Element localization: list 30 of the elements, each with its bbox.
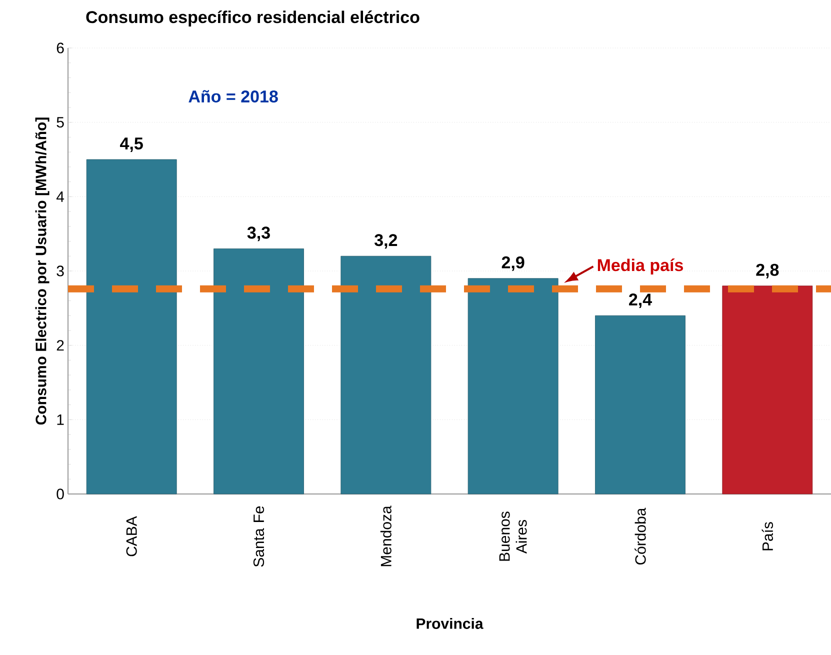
data-label: 2,4 <box>629 294 652 308</box>
x-axis-title: Provincia <box>416 618 484 629</box>
bar <box>340 256 432 494</box>
x-tick-label: Santa Fe <box>253 506 264 567</box>
x-tick-label: País <box>762 522 773 550</box>
x-tick-label: Mendoza <box>380 506 392 566</box>
y-tick-label: 6 <box>56 42 64 54</box>
x-tick-label: Córdoba <box>634 508 646 565</box>
y-tick-label: 0 <box>56 488 64 500</box>
bar <box>468 278 558 494</box>
data-label: 3,3 <box>247 226 270 242</box>
annotation: Año = 2018 <box>188 90 278 103</box>
x-tick-label: Buenos Aires <box>499 512 527 561</box>
y-tick-label: 3 <box>56 266 64 276</box>
y-tick-label: 4 <box>56 191 64 202</box>
data-label: 4,5 <box>120 138 143 152</box>
bar <box>722 286 813 494</box>
data-label: 2,9 <box>502 256 524 271</box>
y-tick-label: 2 <box>56 340 64 351</box>
bar <box>86 159 177 494</box>
y-tick-label: 5 <box>56 117 64 128</box>
y-tick-label: 1 <box>57 414 64 425</box>
x-tick-label: CABA <box>126 516 137 556</box>
y-axis-title: Consumo Electrico por Usuario [MWh/Año] <box>35 118 50 425</box>
chart-title: Consumo específico residencial eléctrico <box>86 10 420 27</box>
ref-line-label: Media país <box>598 258 683 275</box>
bar <box>595 315 686 494</box>
bar <box>214 248 304 494</box>
data-label: 2,8 <box>756 264 779 278</box>
data-label: 3,2 <box>374 234 398 249</box>
